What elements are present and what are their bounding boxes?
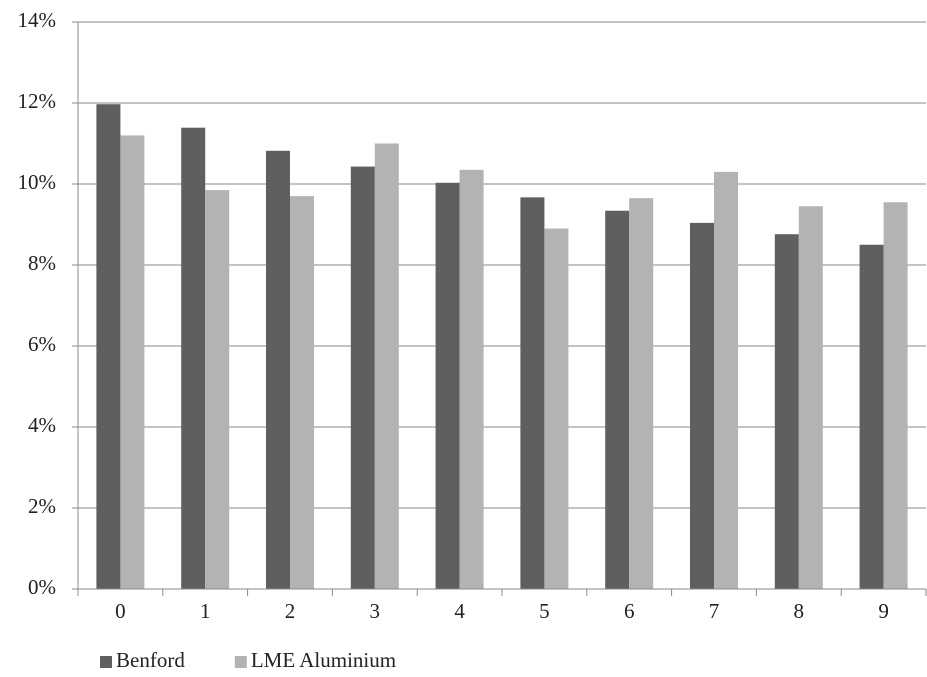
bar [181, 127, 206, 589]
x-tick-label: 7 [709, 599, 720, 623]
bar [459, 169, 484, 589]
bar [774, 234, 799, 589]
x-tick-label: 0 [115, 599, 126, 623]
y-tick-label: 8% [28, 251, 56, 275]
y-tick-label: 6% [28, 332, 56, 356]
bar [96, 104, 121, 589]
x-tick-label: 8 [794, 599, 805, 623]
x-tick-label: 5 [539, 599, 550, 623]
y-tick-label: 2% [28, 494, 56, 518]
bar [435, 182, 460, 589]
bar [883, 202, 908, 589]
legend-swatch [234, 656, 247, 668]
y-tick-label: 12% [18, 89, 57, 113]
y-tick-label: 14% [18, 8, 57, 32]
bar [798, 206, 823, 589]
bar [266, 150, 290, 590]
bar [290, 196, 314, 589]
bar [205, 190, 230, 589]
legend-label: Benford [116, 648, 185, 672]
bar [350, 166, 375, 589]
bar [605, 210, 630, 590]
y-tick-label: 4% [28, 413, 56, 437]
bar [859, 244, 884, 589]
bar [544, 228, 569, 590]
bar [690, 222, 714, 589]
x-tick-label: 6 [624, 599, 635, 623]
y-tick-label: 0% [28, 575, 56, 599]
bar [374, 143, 399, 589]
y-tick-label: 10% [18, 170, 57, 194]
x-tick-label: 1 [200, 599, 211, 623]
bar [629, 198, 654, 590]
x-tick-label: 2 [285, 599, 296, 623]
bar [714, 171, 738, 589]
bar [120, 135, 145, 589]
bar [520, 197, 545, 590]
x-tick-label: 3 [370, 599, 381, 623]
legend-swatch [100, 656, 112, 668]
x-tick-label: 9 [878, 599, 889, 623]
x-tick-label: 4 [454, 599, 465, 623]
legend-label: LME Aluminium [251, 648, 396, 672]
